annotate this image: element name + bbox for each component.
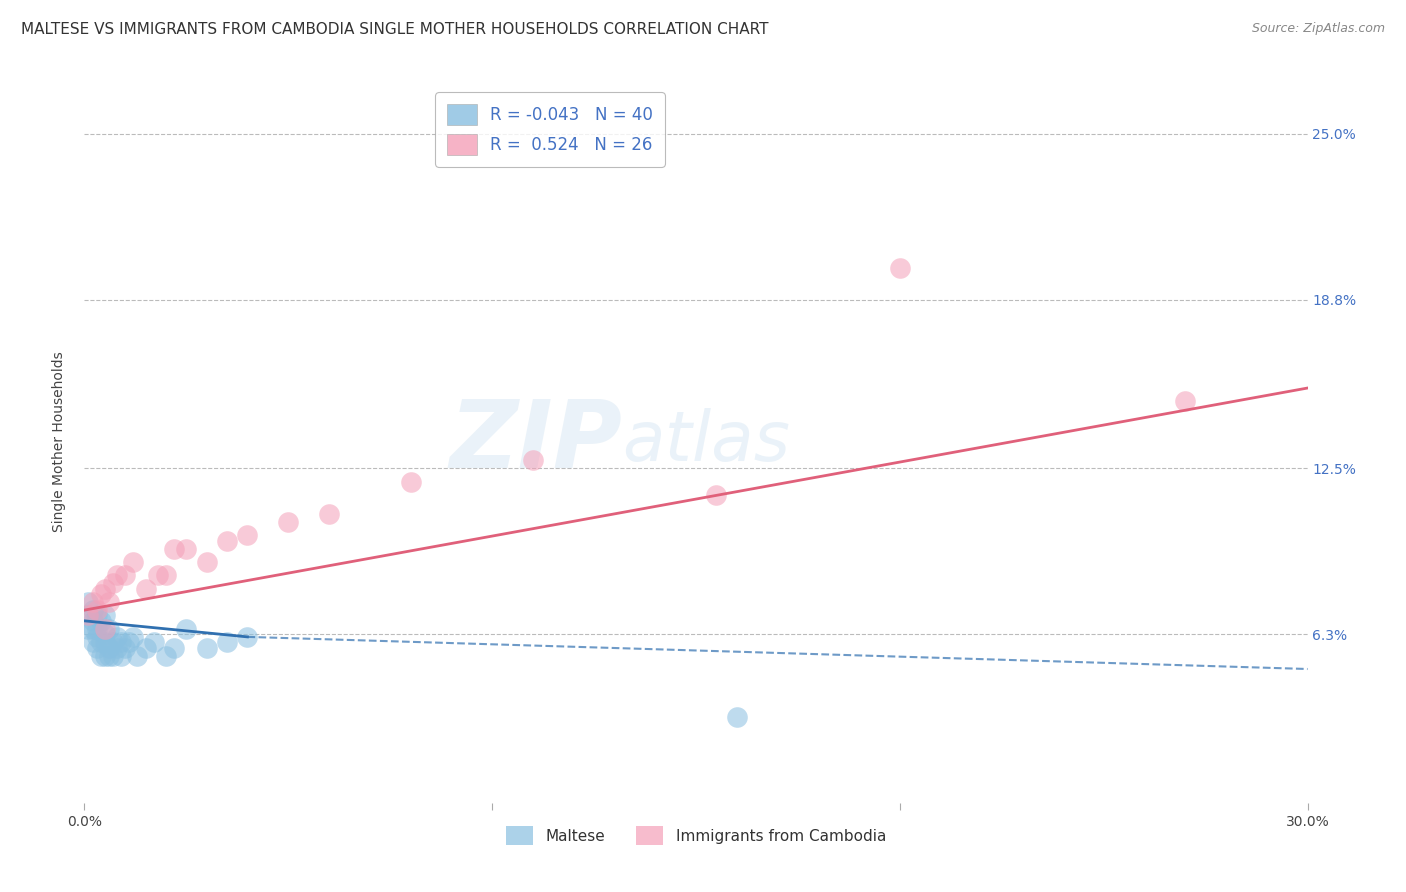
Text: MALTESE VS IMMIGRANTS FROM CAMBODIA SINGLE MOTHER HOUSEHOLDS CORRELATION CHART: MALTESE VS IMMIGRANTS FROM CAMBODIA SING… — [21, 22, 769, 37]
Point — [97, 622, 120, 636]
Point — [93, 622, 115, 636]
Point — [105, 630, 128, 644]
Y-axis label: Single Mother Households: Single Mother Households — [52, 351, 66, 532]
Point — [93, 627, 115, 641]
Point — [77, 622, 100, 636]
Point — [101, 576, 124, 591]
Point — [86, 608, 108, 623]
Point — [217, 635, 239, 649]
Point — [77, 595, 100, 609]
Point — [725, 710, 748, 724]
Point — [101, 648, 124, 663]
Legend: Maltese, Immigrants from Cambodia: Maltese, Immigrants from Cambodia — [498, 818, 894, 853]
Text: Source: ZipAtlas.com: Source: ZipAtlas.com — [1251, 22, 1385, 36]
Point — [522, 453, 544, 467]
Text: ZIP: ZIP — [450, 395, 623, 488]
Point — [86, 622, 108, 636]
Point — [163, 541, 186, 556]
Point — [236, 630, 259, 644]
Point — [90, 648, 112, 663]
Point — [277, 515, 299, 529]
Point — [236, 528, 259, 542]
Point — [318, 507, 340, 521]
Point — [82, 603, 104, 617]
Point — [97, 648, 120, 663]
Point — [135, 640, 157, 655]
Point — [195, 640, 218, 655]
Point — [122, 630, 145, 644]
Point — [105, 640, 128, 655]
Point — [110, 635, 132, 649]
Point — [97, 595, 120, 609]
Point — [97, 640, 120, 655]
Point — [86, 603, 108, 617]
Text: atlas: atlas — [623, 408, 790, 475]
Point — [110, 648, 132, 663]
Point — [135, 582, 157, 596]
Point — [155, 648, 177, 663]
Point — [93, 582, 115, 596]
Point — [127, 648, 149, 663]
Point — [174, 541, 197, 556]
Point — [114, 640, 136, 655]
Point — [86, 640, 108, 655]
Point — [82, 614, 104, 628]
Point — [82, 595, 104, 609]
Point — [146, 568, 169, 582]
Point — [90, 614, 112, 628]
Point — [195, 555, 218, 569]
Point — [105, 568, 128, 582]
Point — [155, 568, 177, 582]
Point — [77, 608, 100, 623]
Point — [82, 635, 104, 649]
Point — [174, 622, 197, 636]
Point — [142, 635, 165, 649]
Point — [86, 630, 108, 644]
Point — [90, 587, 112, 601]
Point — [122, 555, 145, 569]
Point — [217, 533, 239, 548]
Point — [706, 488, 728, 502]
Point — [118, 635, 141, 649]
Point — [399, 475, 422, 489]
Point — [1174, 394, 1197, 409]
Point — [93, 635, 115, 649]
Point — [82, 622, 104, 636]
Point — [889, 260, 911, 275]
Point — [163, 640, 186, 655]
Point — [77, 608, 100, 623]
Point — [93, 608, 115, 623]
Point — [90, 635, 112, 649]
Point — [101, 635, 124, 649]
Point — [93, 648, 115, 663]
Point — [114, 568, 136, 582]
